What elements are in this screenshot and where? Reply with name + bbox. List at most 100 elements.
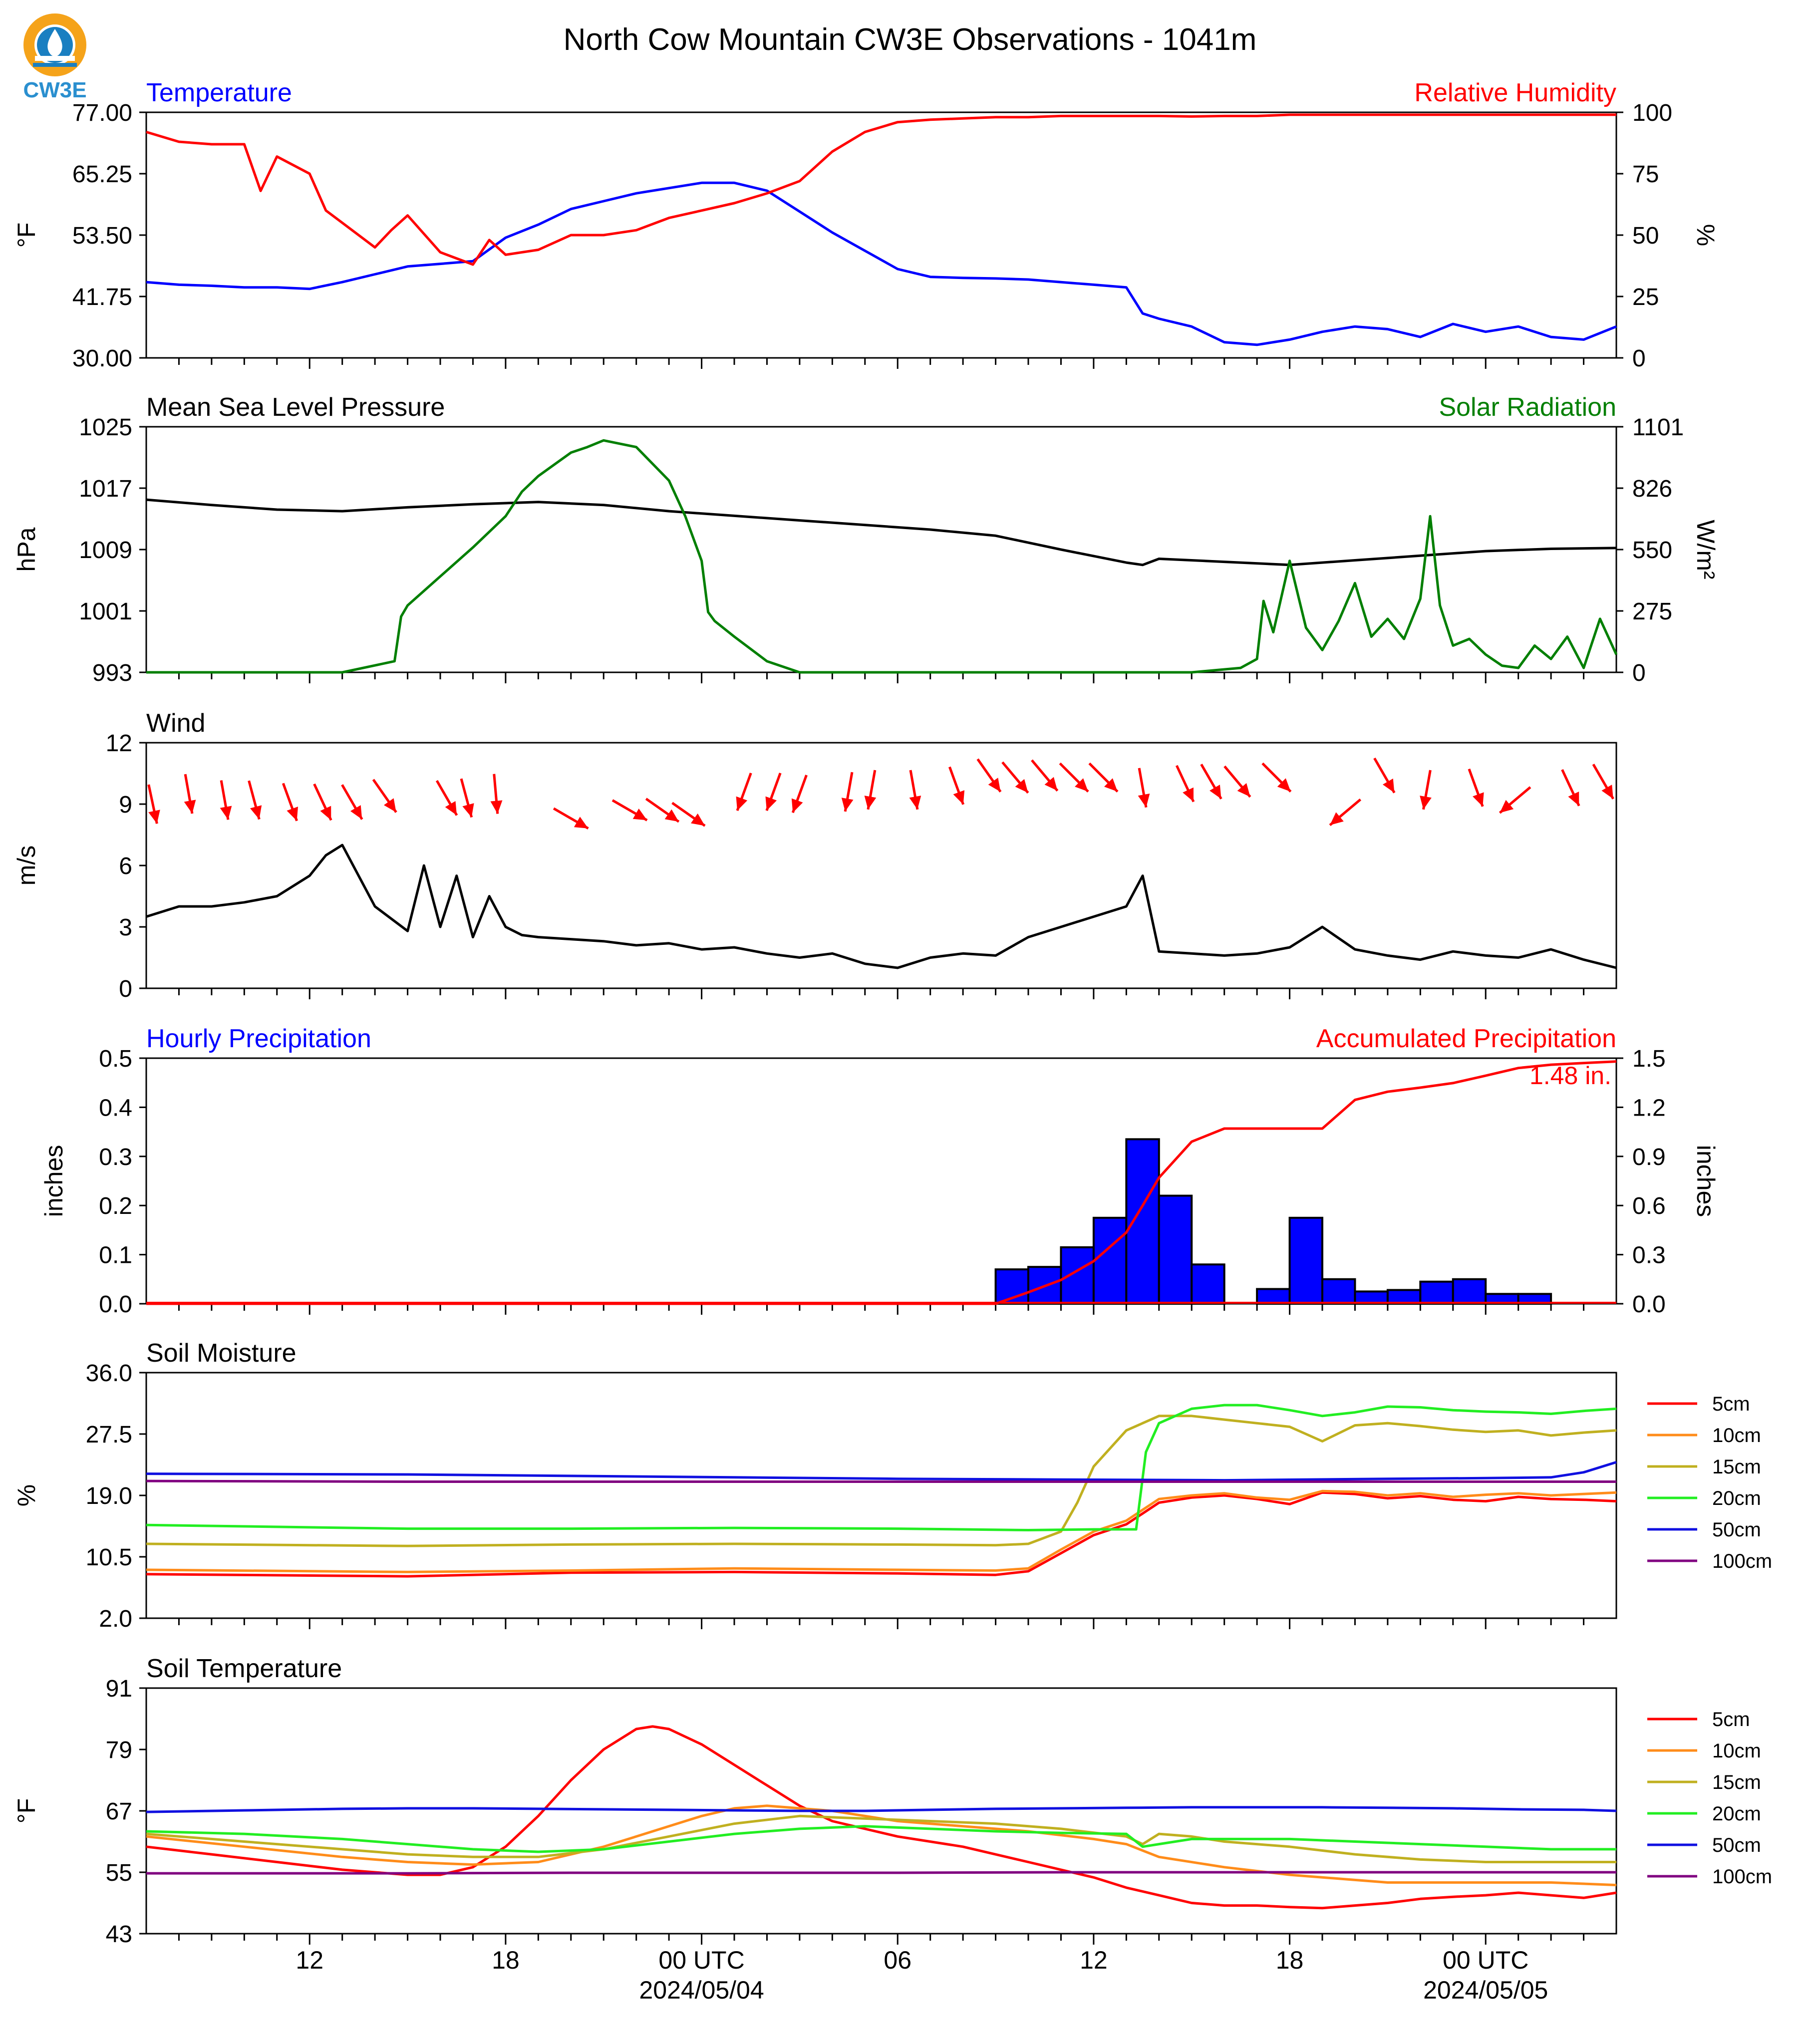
y-tick-label: 1025 bbox=[79, 414, 132, 441]
y-axis-label: °F bbox=[12, 223, 40, 248]
y-tick-label: 65.25 bbox=[72, 161, 132, 188]
y2-tick-label: 25 bbox=[1632, 284, 1659, 310]
wind-arrow bbox=[1373, 757, 1396, 794]
panel-title-left: Mean Sea Level Pressure bbox=[146, 393, 445, 422]
legend-label: 15cm bbox=[1712, 1456, 1761, 1478]
y2-tick-label: 0.9 bbox=[1632, 1144, 1666, 1170]
y-tick-label: 53.50 bbox=[72, 223, 132, 249]
y-tick-label: 0 bbox=[119, 976, 132, 1002]
panel-title-left: Soil Temperature bbox=[146, 1654, 342, 1683]
wind-arrow bbox=[909, 770, 921, 810]
series-line-temperature bbox=[146, 181, 1617, 346]
figure-title: North Cow Mountain CW3E Observations - 1… bbox=[564, 22, 1257, 57]
y-tick-label: 43 bbox=[106, 1921, 132, 1948]
wind-arrow-head bbox=[1601, 785, 1613, 799]
wind-arrow bbox=[1329, 798, 1362, 827]
legend-label: 10cm bbox=[1712, 1740, 1761, 1762]
y-tick-label: 6 bbox=[119, 853, 132, 879]
precip-bar bbox=[1288, 1216, 1324, 1305]
wind-arrow-head bbox=[148, 810, 160, 824]
wind-arrow-head bbox=[220, 806, 232, 820]
y-axis-label: % bbox=[12, 1484, 40, 1506]
series-line-10cm bbox=[146, 1804, 1617, 1887]
wind-arrow bbox=[490, 774, 503, 814]
legend-item-10cm: 10cm bbox=[1647, 1740, 1761, 1762]
wind-arrow bbox=[313, 783, 332, 821]
wind-arrow-head bbox=[287, 806, 299, 821]
legend-item-20cm: 20cm bbox=[1647, 1487, 1761, 1509]
legend-item-50cm: 50cm bbox=[1647, 1519, 1761, 1541]
wind-arrow-head bbox=[383, 798, 396, 813]
panel-title-right: Relative Humidity bbox=[1414, 78, 1616, 107]
legend-item-15cm: 15cm bbox=[1647, 1456, 1761, 1478]
y-tick-label: 36.0 bbox=[86, 1360, 132, 1387]
panel-title-left: Temperature bbox=[146, 78, 292, 107]
wind-arrow-head bbox=[350, 805, 362, 820]
precip-bar bbox=[1092, 1216, 1128, 1305]
legend-item-5cm: 5cm bbox=[1647, 1393, 1750, 1415]
y-tick-label: 27.5 bbox=[86, 1422, 132, 1448]
y-tick-label: 0.3 bbox=[99, 1144, 132, 1170]
wind-arrow-head bbox=[1075, 778, 1088, 792]
panel-title-left: Wind bbox=[146, 709, 205, 738]
wind-arrow bbox=[1138, 768, 1150, 808]
wind-arrow-head bbox=[1277, 778, 1291, 792]
wind-arrow bbox=[1200, 764, 1222, 800]
wind-arrow bbox=[248, 780, 262, 820]
series-line-20cm bbox=[146, 1404, 1617, 1531]
y-tick-label: 3 bbox=[119, 914, 132, 941]
wind-arrow-head bbox=[184, 800, 196, 814]
panel-precipitation: Hourly Precipitation Accumulated Precipit… bbox=[40, 1024, 1720, 1318]
wind-arrow-head bbox=[841, 798, 854, 812]
series-line-wind bbox=[146, 844, 1617, 969]
wind-arrow bbox=[864, 770, 877, 810]
y-tick-label: 55 bbox=[106, 1860, 132, 1886]
wind-arrow bbox=[460, 778, 474, 818]
legend-label: 100cm bbox=[1712, 1866, 1772, 1888]
series-line-5cm bbox=[146, 1725, 1617, 1910]
wind-arrow bbox=[184, 774, 196, 814]
precip-bar bbox=[1158, 1194, 1193, 1305]
y2-tick-label: 0 bbox=[1632, 345, 1646, 372]
legend-item-50cm: 50cm bbox=[1647, 1834, 1761, 1856]
precip-bar bbox=[1256, 1288, 1291, 1305]
y-tick-label: 0.5 bbox=[99, 1046, 132, 1072]
y2-tick-label: 0 bbox=[1632, 660, 1646, 686]
wind-arrow-head bbox=[320, 806, 331, 821]
legend-item-10cm: 10cm bbox=[1647, 1425, 1761, 1447]
wind-arrow-head bbox=[909, 796, 921, 810]
series-line-15cm bbox=[146, 1814, 1616, 1863]
wind-arrow-head bbox=[736, 796, 748, 811]
cw3e-water-drop-logo-icon bbox=[23, 13, 86, 76]
series-line-100cm bbox=[146, 1871, 1616, 1875]
y-tick-label: 1009 bbox=[79, 537, 132, 564]
panel-temperature-humidity: Temperature Relative Humidity 77.00 65.25 53… bbox=[12, 78, 1720, 372]
legend-label: 15cm bbox=[1712, 1771, 1761, 1793]
wind-arrow bbox=[553, 807, 589, 830]
wind-arrow-head bbox=[462, 803, 474, 818]
wind-arrow bbox=[1059, 762, 1089, 793]
y-tick-label: 0.1 bbox=[99, 1242, 132, 1269]
y-tick-label: 0.4 bbox=[99, 1095, 132, 1121]
series-line-solar-radiation bbox=[146, 439, 1618, 674]
y-tick-label: 993 bbox=[92, 660, 132, 686]
wind-arrow-head bbox=[791, 798, 803, 813]
wind-arrow-head bbox=[953, 790, 965, 805]
legend-label: 5cm bbox=[1712, 1393, 1750, 1415]
wind-arrow-head bbox=[490, 800, 503, 814]
y-axis-label: hPa bbox=[12, 527, 40, 572]
x-tick-label: 06 bbox=[884, 1946, 911, 1974]
wind-arrow bbox=[736, 772, 752, 811]
wind-arrow bbox=[1468, 768, 1484, 807]
panel-title-left: Hourly Precipitation bbox=[146, 1024, 371, 1053]
wind-arrow-head bbox=[1500, 800, 1514, 813]
wind-arrow-head bbox=[1044, 777, 1058, 791]
y2-tick-label: 0.3 bbox=[1632, 1242, 1666, 1269]
y2-tick-label: 826 bbox=[1632, 476, 1672, 502]
x-tick-label: 00 UTC bbox=[658, 1946, 744, 1974]
wind-arrow bbox=[645, 798, 680, 823]
series-line-5cm bbox=[146, 1491, 1617, 1578]
wind-arrow bbox=[1499, 786, 1531, 814]
